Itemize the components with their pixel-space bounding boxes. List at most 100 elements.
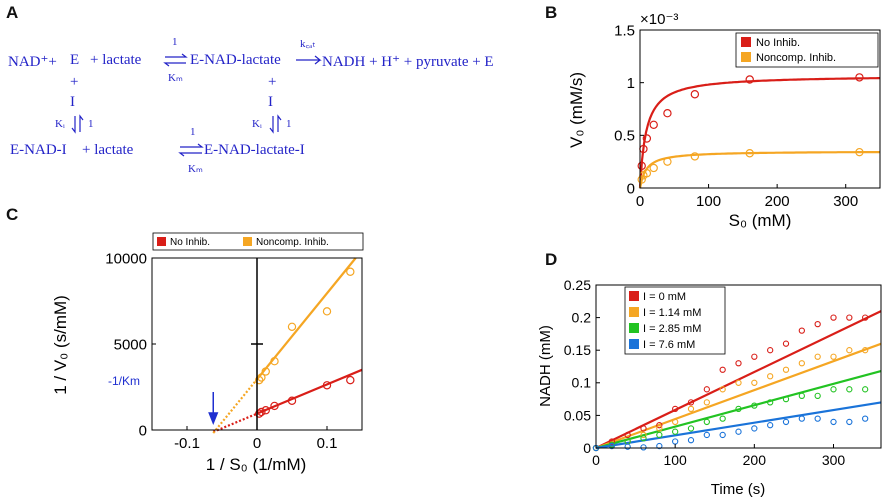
- scheme-ki-one-right: 1: [286, 118, 292, 130]
- chart-b-point: [642, 169, 652, 178]
- chart-d-point: [719, 431, 726, 439]
- chart-d-point: [846, 347, 853, 354]
- scheme-inhibitor-left: I: [70, 94, 75, 110]
- chart-c-point: [257, 407, 266, 417]
- chart-d-legend-swatch-1: [629, 307, 639, 317]
- chart-d-point: [751, 353, 758, 360]
- chart-d-point: [862, 314, 869, 321]
- chart-d-xtick-label: 100: [663, 452, 687, 468]
- chart-c-xtick-label: 0.1: [317, 435, 338, 452]
- chart-d-point: [767, 373, 774, 380]
- chart-b-point: [637, 161, 646, 171]
- chart-b-point: [642, 134, 652, 143]
- chart-d-xlabel: Time (s): [711, 481, 765, 498]
- chart-d-ylabel: NADH (mM): [537, 325, 554, 407]
- chart-c-point: [270, 357, 279, 366]
- scheme-km-2: Kₘ: [188, 163, 203, 175]
- chart-c-point: [346, 267, 355, 276]
- chart-d-point: [751, 402, 758, 409]
- chart-b-fit-line-1: [638, 151, 880, 189]
- chart-d-point: [656, 422, 663, 429]
- chart-c-xtick-label: 0: [253, 435, 261, 452]
- chart-b-point: [855, 73, 864, 82]
- chart-d-xtick-label: 0: [592, 452, 600, 468]
- chart-b-point: [649, 163, 658, 173]
- chart-d-point: [751, 425, 758, 432]
- chart-c-extrapolation-1: [212, 378, 258, 434]
- chart-b-ytick-label: 0.5: [614, 128, 635, 145]
- chart-c-ytick-label: 0: [139, 422, 147, 439]
- scheme-e-nad-lactate-i: E-NAD-lactate-I: [204, 142, 305, 158]
- chart-d-point: [767, 422, 774, 429]
- chart-b-legend-no-inhib: No Inhib.: [756, 37, 800, 49]
- chart-c-ytick-label: 5000: [114, 336, 147, 353]
- scheme-e-nad-i: E-NAD-I: [10, 142, 67, 158]
- chart-d-point: [672, 428, 679, 435]
- chart-b-point: [649, 120, 658, 130]
- chart-b-point: [637, 175, 646, 184]
- chart-c-legend: No Inhib. Noncomp. Inhib.: [152, 232, 364, 251]
- chart-d-legend-1: I = 1.14 mM: [643, 307, 701, 319]
- scheme-kcat: k꜀ₐₜ: [300, 38, 316, 50]
- chart-b-xtick-label: 200: [765, 193, 790, 210]
- chart-d-legend-swatch-2: [629, 323, 639, 333]
- chart-b-xtick-label: 0: [636, 193, 644, 210]
- chart-d-point: [798, 327, 805, 334]
- chart-d-point: [640, 425, 647, 432]
- chart-d-point: [830, 418, 837, 426]
- chart-d-point: [672, 418, 679, 426]
- chart-d-point: [782, 418, 790, 426]
- chart-d-ytick-label: 0.1: [572, 375, 592, 391]
- chart-d-point: [782, 395, 790, 403]
- chart-d-point: [608, 438, 615, 445]
- chart-d-point: [862, 347, 869, 354]
- chart-c-legend-swatch-no-inhib: [157, 237, 166, 246]
- chart-b-ytick-label: 1.5: [614, 22, 635, 39]
- chart-d-axes-frame: [595, 284, 882, 449]
- chart-d-legend: I = 0 mM I = 1.14 mM I = 2.85 mM I = 7.6…: [624, 286, 726, 355]
- chart-d-point: [814, 353, 821, 360]
- chart-d-point: [719, 386, 726, 393]
- chart-d-point: [687, 399, 695, 406]
- chart-c-ytick-label: 10000: [105, 250, 147, 267]
- chart-d-ytick-label: 0.05: [564, 407, 591, 423]
- chart-b-ytick-label: 0: [627, 180, 635, 197]
- chart-b-point: [690, 152, 700, 161]
- chart-d-point: [846, 314, 853, 321]
- chart-b-point: [663, 157, 672, 166]
- chart-d-point: [846, 418, 853, 426]
- chart-d-point: [751, 379, 758, 386]
- chart-d-point: [814, 415, 821, 422]
- chart-b-point: [745, 149, 754, 158]
- chart-c-point: [346, 375, 355, 385]
- panel-label-d: D: [545, 250, 558, 269]
- chart-c-legend-noncomp: Noncomp. Inhib.: [256, 237, 329, 248]
- chart-d-point: [719, 415, 726, 422]
- chart-d-legend-swatch-3: [629, 339, 639, 349]
- chart-d-point: [830, 353, 837, 360]
- chart-d-point: [687, 405, 695, 413]
- chart-c-xtick-label: -0.1: [174, 435, 200, 452]
- scheme-inhibitor-right: I: [268, 94, 273, 110]
- chart-c-point: [287, 322, 297, 331]
- chart-d-point: [640, 431, 647, 439]
- chart-d-point: [735, 379, 742, 386]
- chart-c-point: [261, 367, 270, 376]
- chart-c-ylabel: 1 / V₀ (s/mM): [51, 295, 70, 395]
- chart-b-axes-frame: [639, 29, 881, 189]
- chart-c-fit-line-0: [256, 368, 363, 415]
- scheme-plus-lactate: + lactate: [90, 52, 142, 68]
- chart-d-point: [798, 360, 805, 367]
- chart-c-point: [322, 381, 332, 390]
- chart-d-point: [656, 442, 663, 450]
- chart-d-point: [672, 438, 679, 445]
- chart-d-point: [782, 340, 790, 347]
- chart-b-ytick-label: 1: [627, 75, 635, 92]
- chart-d-point: [719, 366, 726, 373]
- chart-b-legend-swatch-noncomp: [741, 52, 751, 62]
- scheme-ki-right: Kᵢ: [252, 118, 262, 130]
- chart-d-legend-2: I = 2.85 mM: [643, 323, 701, 335]
- chart-d-point: [862, 386, 869, 393]
